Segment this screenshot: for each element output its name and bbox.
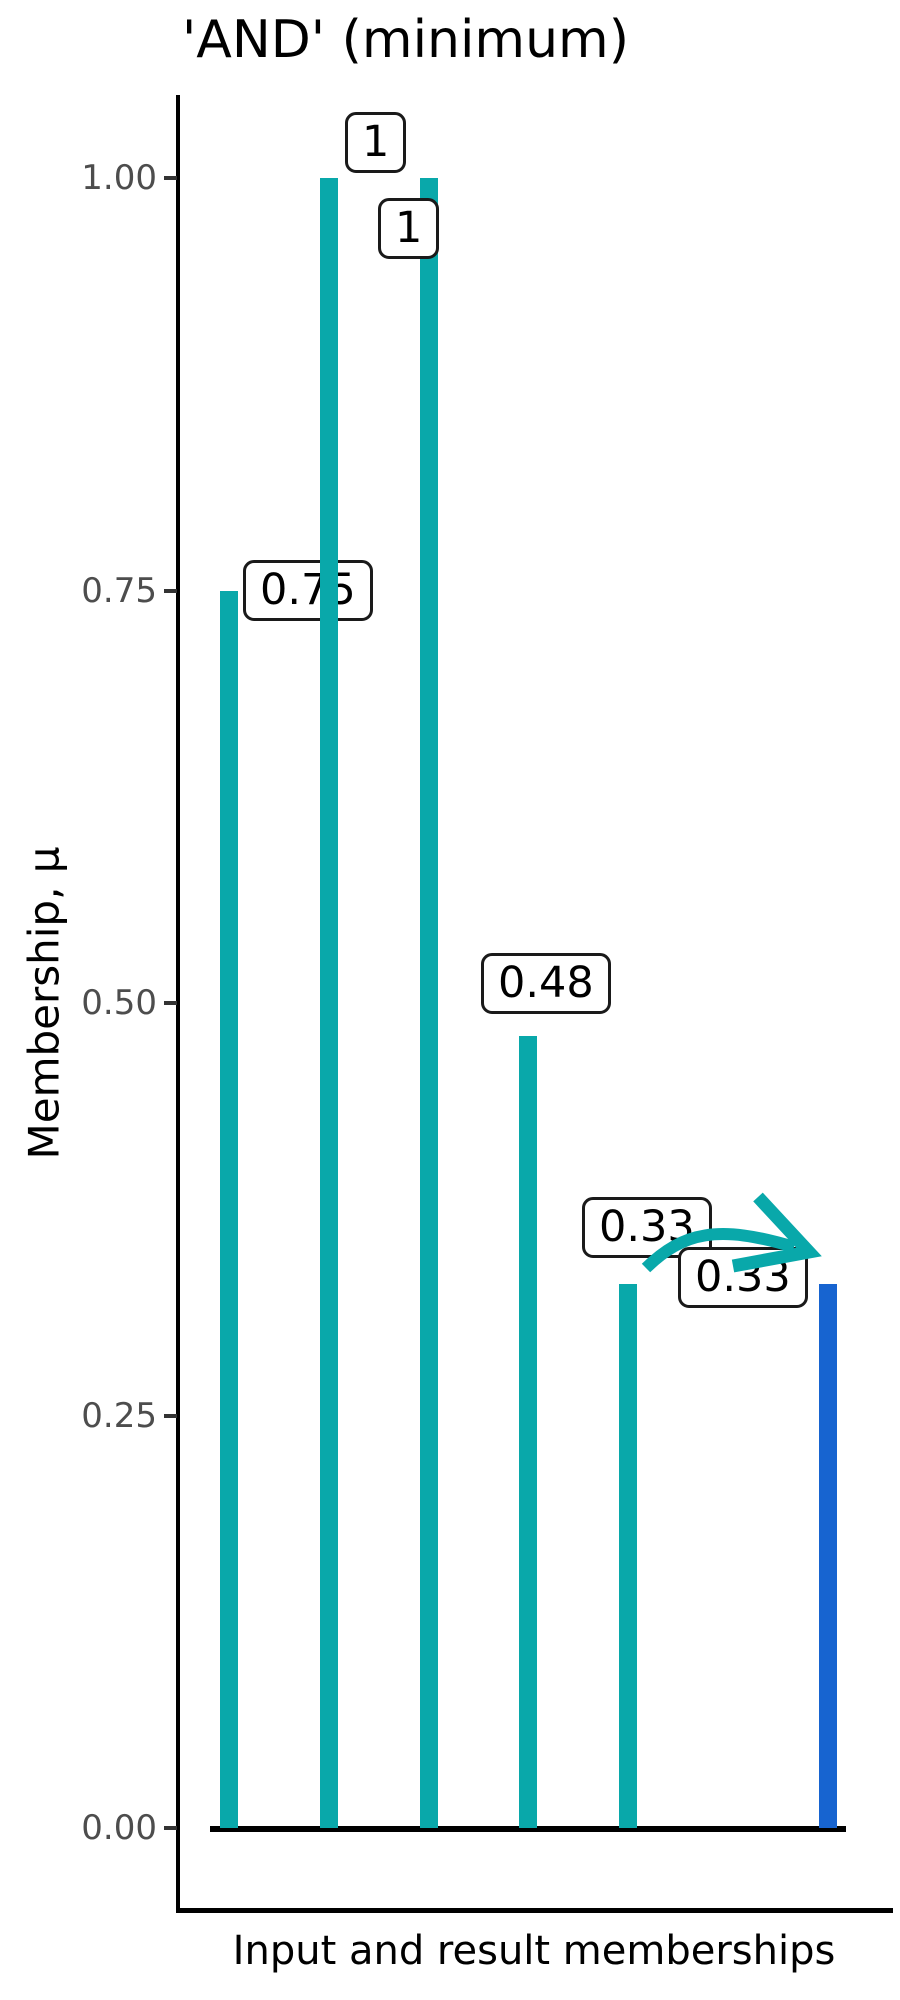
y-tick-mark (164, 588, 177, 593)
y-tick-label: 0.50 (81, 983, 157, 1023)
y-tick-mark (164, 1001, 177, 1005)
chart-title: 'AND' (minimum) (182, 10, 629, 70)
x-axis-title: Input and result memberships (232, 1928, 836, 1974)
x-axis-line (176, 1908, 893, 1913)
y-tick-mark (164, 1413, 177, 1418)
bar-input-0.48 (519, 1036, 537, 1828)
bar-input-0.75 (220, 590, 238, 1828)
y-tick-label: 0.25 (81, 1395, 157, 1436)
bar-result-0.33 (819, 1283, 837, 1828)
bar-input-1 (320, 178, 338, 1828)
y-tick-mark (164, 176, 177, 180)
bar-input-1 (420, 178, 438, 1828)
zero-baseline (210, 1826, 846, 1832)
bar-value-label: 0.48 (481, 953, 611, 1014)
y-tick-label: 1.00 (81, 158, 157, 198)
bar-value-label: 1 (378, 198, 440, 259)
bar-value-label: 0.33 (678, 1247, 808, 1308)
y-axis-line (176, 95, 180, 1912)
y-tick-label: 0.00 (81, 1808, 157, 1848)
y-tick-mark (164, 1826, 177, 1830)
bar-value-label: 0.75 (243, 560, 373, 621)
bar-value-label: 1 (345, 112, 407, 173)
y-tick-label: 0.75 (81, 570, 157, 611)
bar-input-0.33 (619, 1283, 637, 1828)
